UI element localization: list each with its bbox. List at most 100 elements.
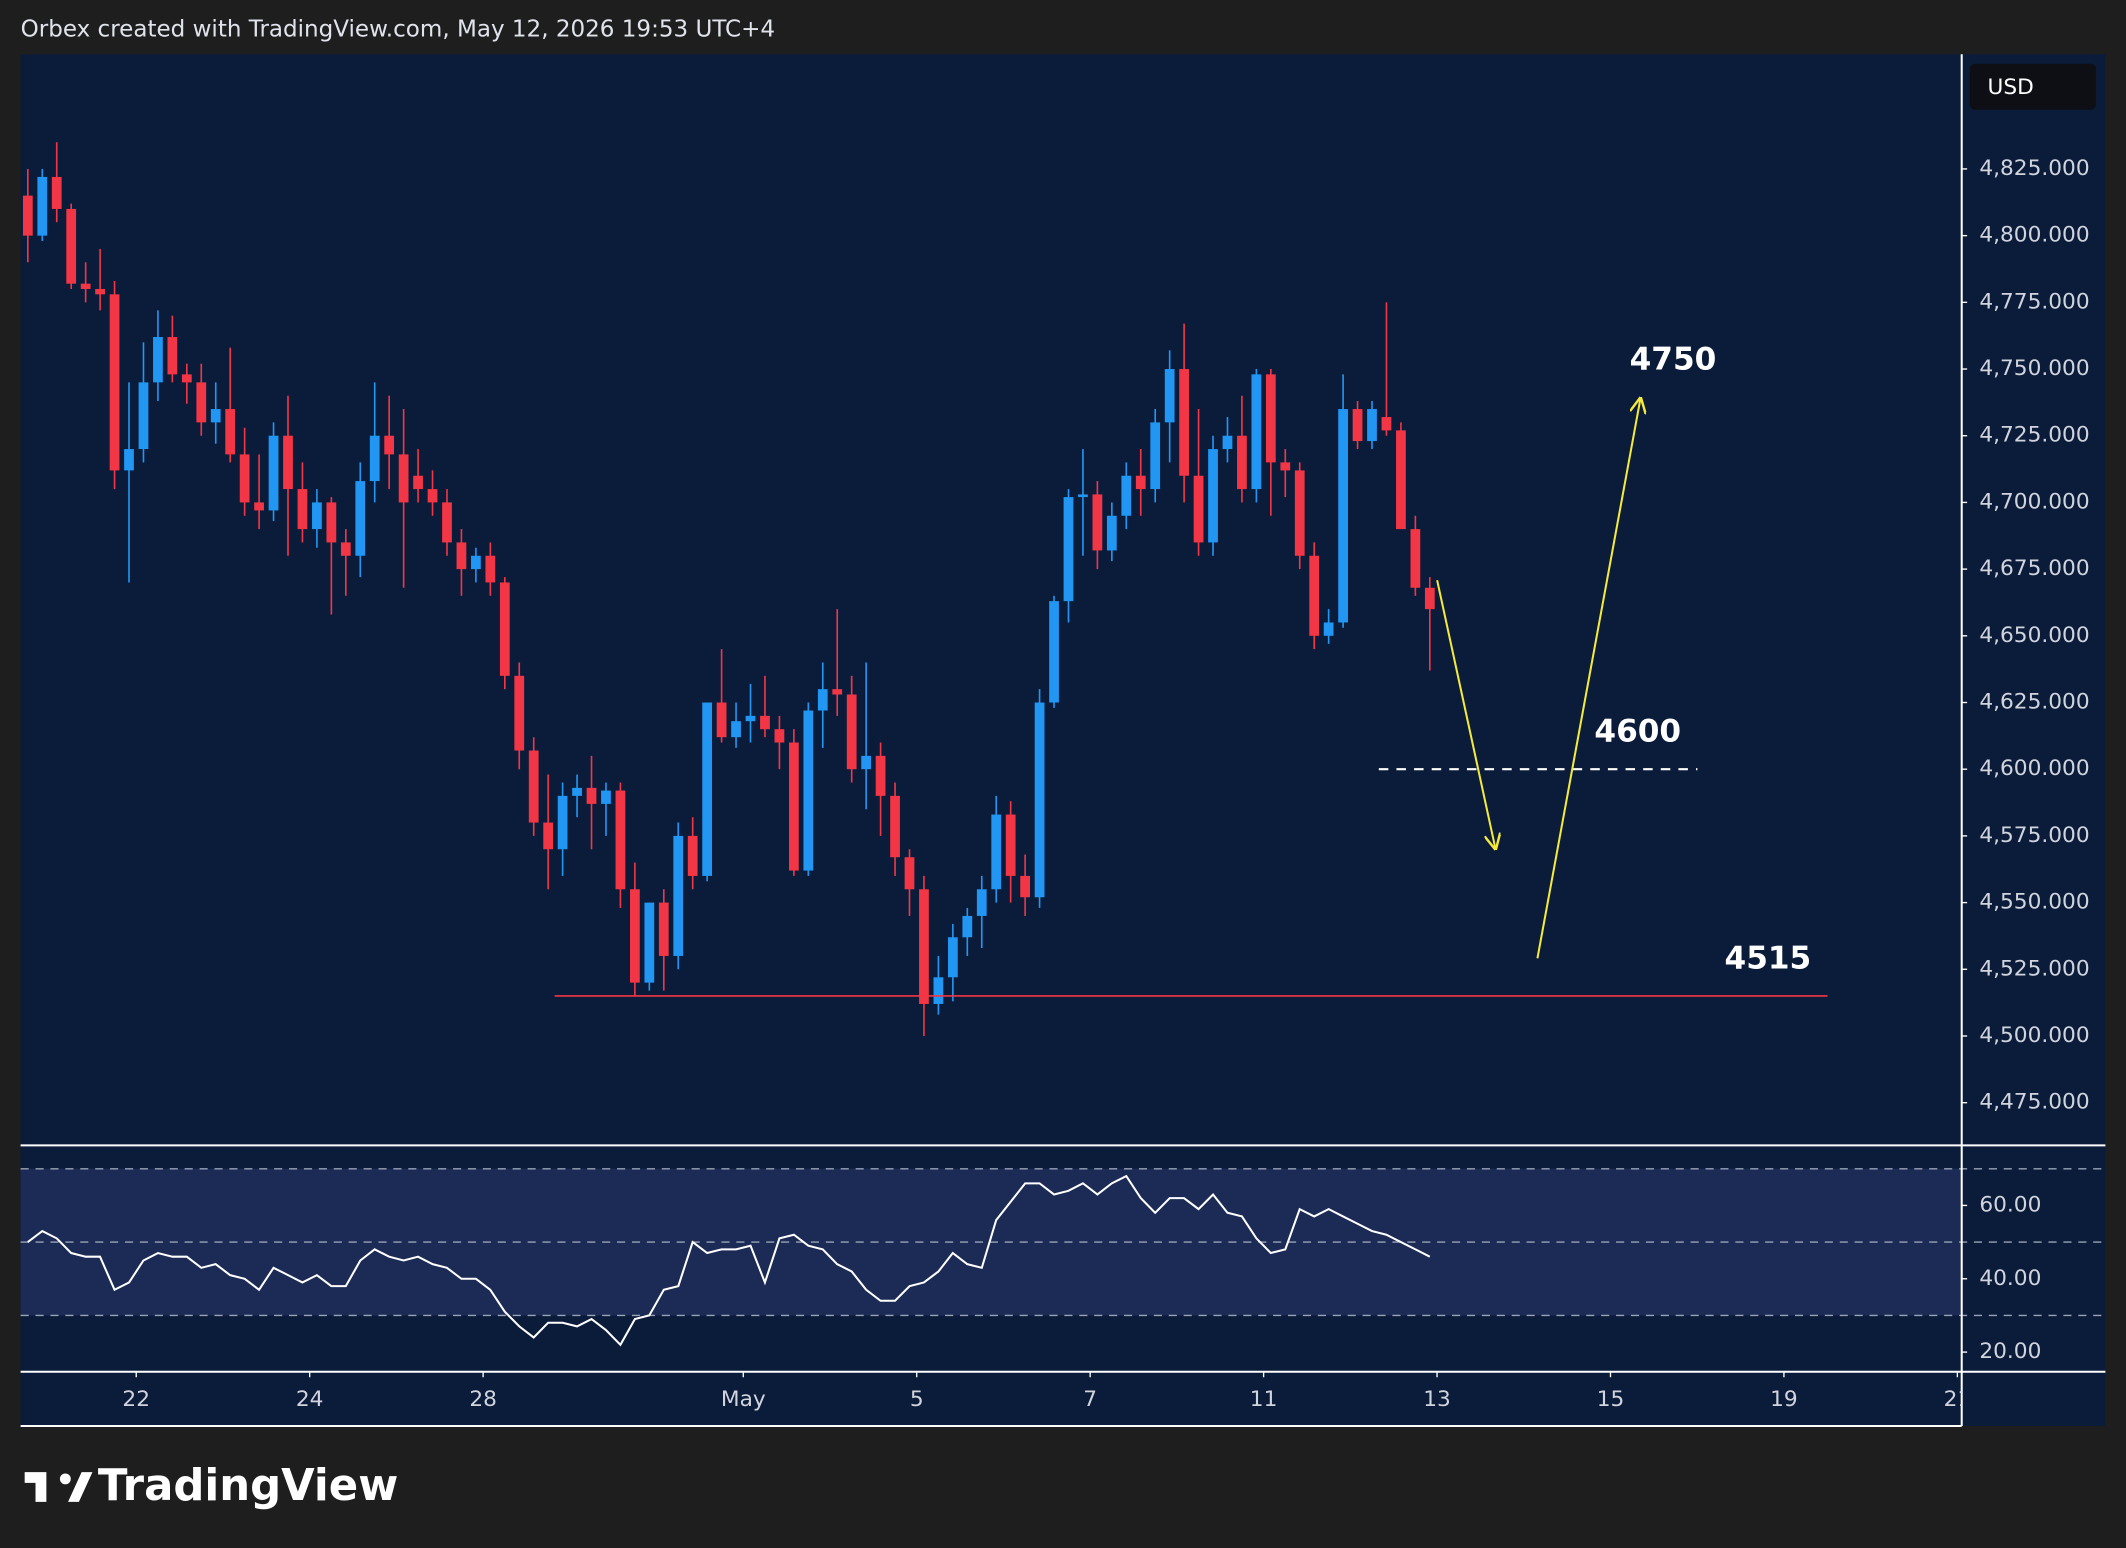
x-tick-label: 28 — [469, 1387, 497, 1412]
y-tick-label: 4,650.000 — [1979, 623, 2089, 648]
candle-body — [962, 915, 973, 938]
x-tick-label: 7 — [1083, 1387, 1097, 1412]
candle-body — [1352, 409, 1363, 442]
candle-body — [745, 715, 756, 722]
candle-body — [615, 790, 626, 890]
candle-body — [1150, 422, 1161, 490]
logo-mark — [68, 1472, 93, 1502]
candle-body — [947, 937, 958, 978]
x-tick-label: 11 — [1250, 1387, 1278, 1412]
candle-body — [499, 582, 510, 676]
candle-body — [1020, 875, 1031, 898]
y-tick-label: 4,525.000 — [1979, 956, 2089, 981]
candle-body — [485, 555, 496, 583]
candle-body — [1280, 462, 1291, 471]
candle-body — [644, 902, 655, 983]
candle-body — [1121, 475, 1132, 516]
candle-body — [658, 902, 669, 956]
candle-body — [369, 435, 380, 482]
currency-box[interactable] — [1969, 63, 2096, 110]
candle-body — [1251, 374, 1262, 490]
candle-body — [340, 542, 351, 556]
candle-body — [601, 790, 611, 804]
candle-body — [557, 795, 568, 850]
y-tick-label: 4,700.000 — [1979, 489, 2089, 514]
y-tick-label: 4,500.000 — [1979, 1023, 2089, 1048]
candle-body — [832, 689, 843, 695]
x-tick-label: 22 — [122, 1387, 150, 1412]
candle-body — [37, 176, 48, 236]
candle-body — [355, 481, 366, 556]
candle-body — [1106, 515, 1117, 551]
candle-body — [95, 288, 105, 295]
candle-body — [283, 435, 293, 490]
logo: TradingView — [24, 1461, 398, 1511]
candle-body — [1034, 702, 1045, 898]
candle-body — [788, 742, 799, 871]
candle-body — [239, 454, 250, 503]
candle-body — [716, 702, 727, 738]
candle-body — [673, 835, 684, 956]
candle-body — [1410, 529, 1421, 588]
candle-body — [528, 750, 539, 823]
candle-body — [326, 502, 337, 543]
x-tick-label: 24 — [296, 1387, 324, 1412]
currency[interactable]: USD — [1987, 75, 2033, 100]
header: Orbex created with TradingView.com, May … — [21, 16, 775, 42]
x-tick-label: 15 — [1597, 1387, 1625, 1412]
level-label: 4515 — [1725, 940, 1812, 976]
candle-body — [861, 755, 872, 770]
level-label: 4600 — [1594, 714, 1681, 750]
candle-body — [1338, 409, 1348, 623]
candle-body — [1049, 601, 1059, 703]
x-tick-label: 19 — [1770, 1387, 1798, 1412]
candle-body — [210, 409, 221, 423]
candle-body — [702, 702, 713, 876]
candle-body — [124, 449, 134, 471]
candle-body — [456, 542, 467, 570]
candle-body — [890, 795, 900, 858]
candle-body — [1265, 374, 1276, 463]
target-label: 4750 — [1630, 342, 1717, 378]
y-tick-label: 4,475.000 — [1979, 1090, 2089, 1115]
x-axis: 22 24 28 May 5 7 11 13 15 19 21 — [122, 1371, 1972, 1412]
candle-body — [1135, 475, 1146, 490]
candle-body — [1164, 369, 1175, 423]
up-arrow — [1536, 399, 1640, 959]
x-tick-label: 5 — [910, 1387, 924, 1412]
candle-body — [1078, 494, 1088, 498]
candle-body — [543, 822, 554, 850]
candle-body — [991, 814, 1002, 890]
y-tick-label: 4,800.000 — [1979, 223, 2089, 248]
candle-body — [1193, 475, 1204, 543]
x-tick-label: 21 — [1944, 1387, 1972, 1412]
candle-body — [904, 857, 915, 890]
y-tick-label: 4,575.000 — [1979, 823, 2089, 848]
candle-body — [254, 502, 264, 511]
y-tick-label: 4,625.000 — [1979, 690, 2089, 715]
candle-body — [225, 409, 236, 455]
candle-body — [817, 689, 828, 711]
logo-mark — [59, 1473, 71, 1485]
candle-body — [442, 502, 452, 543]
rsi-tick-label: 40.00 — [1979, 1266, 2041, 1291]
rsi-tick-label: 60.00 — [1979, 1192, 2041, 1217]
candle-body — [181, 374, 192, 383]
candle-body — [153, 337, 163, 383]
candle-body — [22, 195, 33, 236]
candle-body — [1396, 430, 1406, 530]
candle-body — [312, 502, 322, 530]
candle-body — [919, 889, 929, 1004]
candle-body — [1381, 417, 1392, 431]
candle-body — [731, 721, 741, 738]
candle-body — [1309, 555, 1320, 636]
candle-body — [51, 176, 62, 209]
candle-body — [384, 435, 395, 455]
candle-body — [933, 977, 944, 1004]
candle-body — [514, 675, 525, 751]
candle-body — [167, 337, 178, 375]
x-tick-label: May — [721, 1387, 766, 1412]
candle-body — [1367, 409, 1377, 442]
down-arrow — [1436, 579, 1495, 848]
candle-body — [413, 475, 423, 490]
